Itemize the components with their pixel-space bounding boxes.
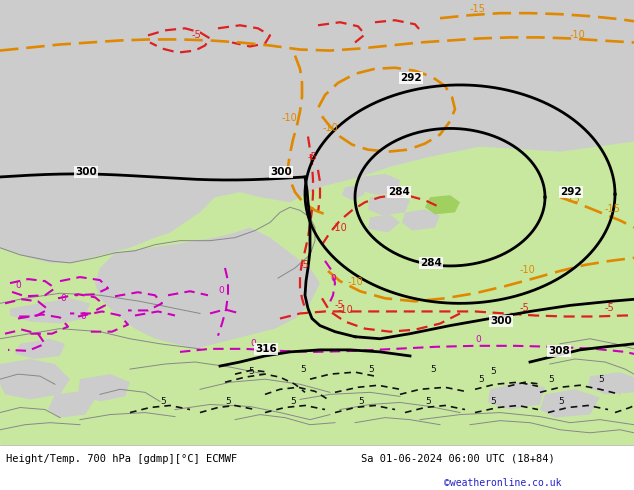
Polygon shape xyxy=(540,389,600,417)
Polygon shape xyxy=(172,303,220,325)
Text: -10: -10 xyxy=(348,277,364,287)
Text: 0: 0 xyxy=(60,294,66,303)
Text: -5: -5 xyxy=(300,260,310,270)
Text: ©weatheronline.co.uk: ©weatheronline.co.uk xyxy=(444,478,561,488)
Text: 5: 5 xyxy=(478,375,484,384)
Text: 5: 5 xyxy=(358,397,364,407)
Text: 5: 5 xyxy=(425,397,430,407)
Text: 5: 5 xyxy=(225,397,231,407)
Text: 5: 5 xyxy=(490,367,496,376)
Polygon shape xyxy=(270,298,305,318)
Text: 0: 0 xyxy=(15,281,21,290)
Polygon shape xyxy=(0,0,634,263)
Text: -5: -5 xyxy=(335,300,345,310)
Text: -5: -5 xyxy=(192,30,202,40)
Text: -15: -15 xyxy=(565,194,581,204)
Text: 5: 5 xyxy=(160,397,165,407)
Text: 316: 316 xyxy=(255,344,277,354)
Polygon shape xyxy=(0,0,634,445)
Text: 292: 292 xyxy=(560,187,581,197)
Polygon shape xyxy=(425,195,460,214)
Text: -5: -5 xyxy=(520,303,530,314)
Polygon shape xyxy=(588,372,634,394)
Polygon shape xyxy=(358,174,400,195)
Polygon shape xyxy=(15,339,65,359)
Text: -10: -10 xyxy=(338,305,354,316)
Polygon shape xyxy=(342,185,365,200)
Text: -5: -5 xyxy=(605,303,615,314)
Text: 300: 300 xyxy=(75,167,97,177)
Text: 5: 5 xyxy=(368,365,374,374)
Text: 300: 300 xyxy=(270,167,292,177)
Text: 284: 284 xyxy=(388,187,410,197)
Text: 5: 5 xyxy=(248,367,254,376)
Text: 5: 5 xyxy=(548,375,553,384)
Text: -15: -15 xyxy=(470,4,486,14)
Polygon shape xyxy=(402,209,440,231)
Text: 5: 5 xyxy=(598,375,604,384)
Text: 284: 284 xyxy=(420,258,442,268)
Polygon shape xyxy=(368,214,400,233)
Text: Height/Temp. 700 hPa [gdmp][°C] ECMWF: Height/Temp. 700 hPa [gdmp][°C] ECMWF xyxy=(6,454,238,464)
Text: 5: 5 xyxy=(290,397,295,407)
Text: -10: -10 xyxy=(332,222,348,233)
Text: -10: -10 xyxy=(520,265,536,275)
Text: -10: -10 xyxy=(570,30,586,40)
Text: -15: -15 xyxy=(605,204,621,214)
Polygon shape xyxy=(95,227,320,349)
Text: 292: 292 xyxy=(400,73,422,83)
Text: 0: 0 xyxy=(218,286,224,295)
Text: 0: 0 xyxy=(250,339,256,348)
Text: 0: 0 xyxy=(330,274,336,283)
Text: Sa 01-06-2024 06:00 UTC (18+84): Sa 01-06-2024 06:00 UTC (18+84) xyxy=(361,454,555,464)
Polygon shape xyxy=(488,382,545,410)
Text: -10: -10 xyxy=(282,113,298,123)
Text: 0: 0 xyxy=(475,335,481,344)
Polygon shape xyxy=(10,298,90,323)
Text: 5: 5 xyxy=(300,365,306,374)
Text: 5: 5 xyxy=(558,397,564,407)
Text: 308: 308 xyxy=(548,346,570,356)
Text: -10: -10 xyxy=(323,123,339,133)
Polygon shape xyxy=(78,374,130,401)
Text: 5: 5 xyxy=(490,397,496,407)
Text: 300: 300 xyxy=(490,316,512,325)
Polygon shape xyxy=(0,359,70,399)
Polygon shape xyxy=(368,194,410,216)
Text: 5: 5 xyxy=(430,365,436,374)
Text: -5: -5 xyxy=(308,152,318,162)
Text: 0: 0 xyxy=(80,312,86,320)
Polygon shape xyxy=(48,392,95,417)
